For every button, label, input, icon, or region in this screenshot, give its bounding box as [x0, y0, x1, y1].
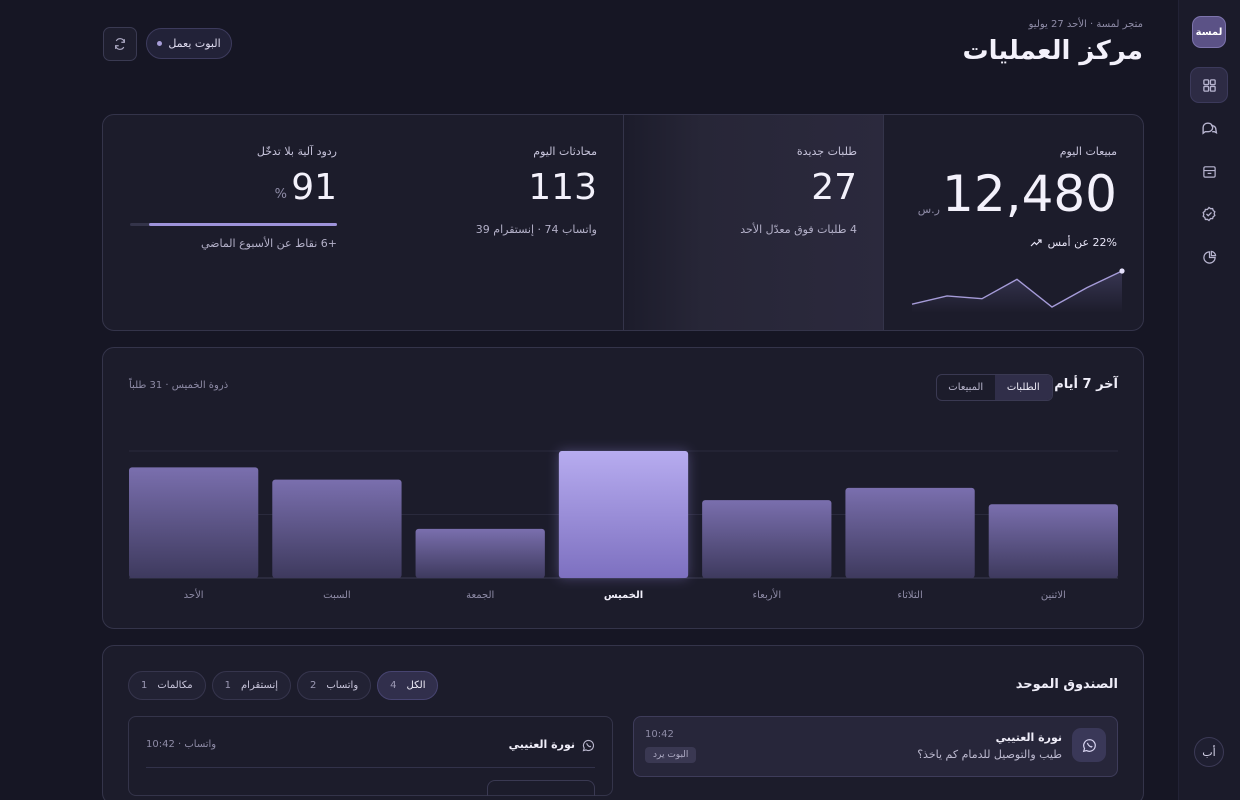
kpi-value: 12,480: [942, 165, 1117, 223]
message-time: 10:42: [645, 729, 674, 740]
archive-box-icon: [1202, 165, 1216, 178]
sidebar: لمسة أب: [1178, 0, 1240, 800]
auto-reply-progress: [130, 223, 337, 226]
chat-bubbles-icon: [1201, 121, 1217, 135]
conversation-contact: نورة العتيبي: [508, 738, 575, 751]
bar-5: [702, 500, 832, 578]
kpi-label: محادثات اليوم: [533, 145, 597, 158]
filter-instagram[interactable]: إنستقرام 1: [211, 671, 292, 700]
kpi-panel: مبيعات اليوم 12,480 ر.س 22% عن أمس طلبات…: [102, 114, 1144, 331]
whatsapp-icon: [582, 739, 595, 752]
bar-4: [558, 451, 689, 578]
chart-tab-switcher: الطلبات المبيعات: [936, 374, 1053, 401]
kpi-sub: +6 نقاط عن الأسبوع الماضي: [200, 237, 337, 250]
chart-peak-note: ذروة الخميس · 31 طلباً: [129, 380, 229, 391]
language-toggle[interactable]: أب: [1194, 737, 1224, 767]
kpi-auto-replies: ردود آلية بلا تدخّل 91 % +6 نقاط عن الأس…: [103, 115, 363, 330]
whatsapp-icon: [1072, 728, 1106, 762]
currency-unit: ر.س: [917, 203, 940, 216]
kpi-value: 27: [811, 167, 857, 208]
inbox-filters: مكالمات 1 إنستقرام 1 واتساب 2 الكل 4: [128, 671, 439, 700]
filter-whatsapp[interactable]: واتساب 2: [297, 671, 372, 700]
kpi-orders: طلبات جديدة 27 4 طلبات فوق معدّل الأحد: [623, 115, 883, 330]
breadcrumb: متجر لمسة · الأحد 27 يوليو: [1028, 19, 1143, 30]
kpi-sub: 4 طلبات فوق معدّل الأحد: [740, 223, 857, 236]
x-tick-label: الثلاثاء: [897, 590, 922, 601]
kpi-value: 113: [528, 167, 597, 208]
bar-6: [845, 487, 975, 578]
filter-count: 1: [141, 680, 148, 691]
status-dot-icon: [157, 41, 163, 46]
grid-icon: [1202, 78, 1216, 92]
kpi-sub: واتساب 74 · إنستقرام 39: [475, 223, 597, 236]
tab-orders[interactable]: الطلبات: [994, 375, 1052, 400]
filter-label: الكل: [406, 680, 426, 691]
filter-label: مكالمات: [157, 680, 193, 691]
inbox-title: الصندوق الموحد: [1015, 677, 1118, 692]
kpi-label: طلبات جديدة: [796, 145, 857, 158]
message-sender: نورة العتيبي: [995, 731, 1062, 744]
sparkline-endpoint: [1119, 268, 1125, 274]
filter-count: 1: [224, 680, 231, 691]
bar-3: [415, 528, 545, 578]
kpi-sales: مبيعات اليوم 12,480 ر.س 22% عن أمس: [883, 115, 1143, 330]
sparkline-area: [912, 271, 1122, 313]
message-preview: طيب والتوصيل للدمام كم ياخذ؟: [917, 748, 1062, 761]
filter-calls[interactable]: مكالمات 1: [128, 671, 206, 700]
x-tick-label: الاثنين: [1041, 590, 1066, 601]
filter-label: إنستقرام: [240, 680, 279, 691]
filter-count: 2: [310, 680, 317, 691]
kpi-conversations: محادثات اليوم 113 واتساب 74 · إنستقرام 3…: [363, 115, 623, 330]
trend-up-icon: [1030, 238, 1042, 246]
bot-replying-badge: البوت يرد: [645, 747, 697, 763]
x-tick-label: الجمعة: [466, 590, 494, 601]
bar-1: [129, 467, 259, 578]
filter-count: 4: [390, 680, 397, 691]
sparkline-line: [911, 270, 1123, 308]
progress-fill: [148, 223, 337, 226]
unified-inbox-panel: الصندوق الموحد مكالمات 1 إنستقرام 1 واتساب…: [102, 645, 1144, 800]
kpi-value: 91: [291, 167, 337, 208]
divider: [146, 767, 595, 768]
nav-conversations[interactable]: [1190, 110, 1228, 146]
filter-all[interactable]: الكل 4: [377, 671, 439, 700]
nav-reports[interactable]: [1190, 239, 1228, 275]
trend-text: 22% عن أمس: [1047, 236, 1117, 249]
conversation-action-button[interactable]: [487, 780, 595, 796]
kpi-label: ردود آلية بلا تدخّل: [256, 145, 337, 158]
conversation-detail[interactable]: نورة العتيبي واتساب · 10:42: [128, 716, 613, 796]
percent-unit: %: [274, 187, 287, 202]
refresh-button[interactable]: [103, 27, 137, 61]
x-tick-label: الخميس: [604, 590, 643, 601]
bar-7: [988, 504, 1118, 578]
bot-status-label: البوت يعمل: [168, 37, 221, 50]
page-title: مركز العمليات: [962, 36, 1143, 66]
x-tick-label: الأحد: [184, 588, 204, 601]
bot-status-badge[interactable]: البوت يعمل: [146, 28, 232, 59]
bar-2: [272, 479, 402, 578]
inbox-message-item[interactable]: نورة العتيبي طيب والتوصيل للدمام كم ياخذ…: [633, 716, 1118, 777]
conversation-meta: واتساب · 10:42: [146, 739, 217, 750]
nav-dashboard[interactable]: [1190, 67, 1228, 103]
kpi-trend: 22% عن أمس: [1030, 236, 1117, 249]
nav-orders[interactable]: [1190, 153, 1228, 189]
chart-title: آخر 7 أيام: [1054, 377, 1118, 392]
check-badge-icon: [1202, 206, 1216, 222]
brand-logo[interactable]: لمسة: [1192, 16, 1226, 48]
weekly-chart-panel: الأحد السبت الجمعة الخميس الأربعاء الثلاثاء ال…: [102, 347, 1144, 629]
tab-sales[interactable]: المبيعات: [948, 382, 984, 393]
x-tick-label: الأربعاء: [752, 588, 781, 601]
sales-sparkline: [911, 268, 1125, 313]
pie-chart-icon: [1202, 250, 1216, 264]
filter-label: واتساب: [326, 680, 359, 691]
refresh-icon: [115, 38, 125, 50]
nav-tasks[interactable]: [1190, 196, 1228, 232]
orders-bar-chart: الأحد السبت الجمعة الخميس الأربعاء الثلاثاء ال…: [129, 450, 1118, 601]
kpi-label: مبيعات اليوم: [1059, 145, 1117, 158]
x-tick-label: السبت: [323, 590, 351, 601]
